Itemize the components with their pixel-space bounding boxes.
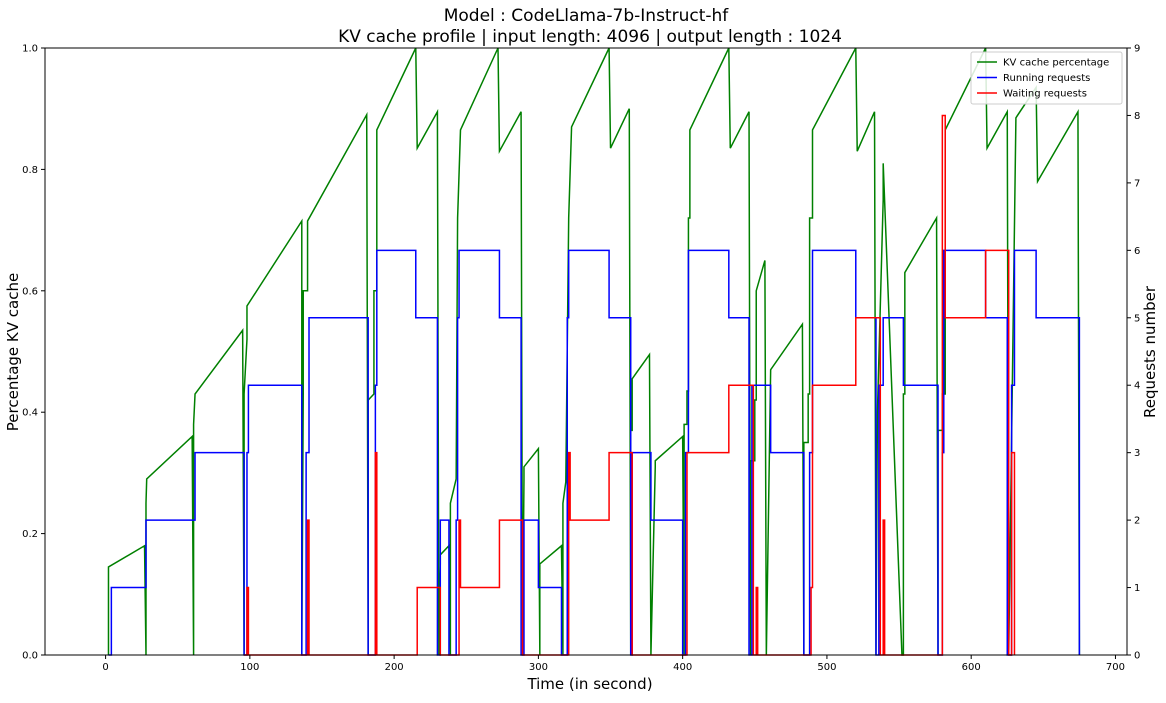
- y2-tick-label: 3: [1134, 448, 1140, 459]
- y-axis-ticks: 0.0 0.2 0.4 0.6 0.8 1.0: [22, 44, 45, 662]
- y-tick-label: 0.6: [22, 286, 38, 297]
- legend-label: Running requests: [1003, 73, 1090, 84]
- y-tick-label: 0.0: [22, 651, 38, 662]
- series-line-kv-cache-percentage: [107, 47, 1081, 656]
- y2-tick-label: 4: [1134, 381, 1140, 392]
- y-tick-label: 0.2: [22, 529, 38, 540]
- y2-tick-label: 7: [1134, 178, 1140, 189]
- series-layer: [107, 47, 1081, 656]
- x-tick-label: 700: [1106, 662, 1125, 673]
- legend-box: [970, 51, 1123, 105]
- y-tick-label: 0.8: [22, 165, 38, 176]
- y2-axis-ticks: 0 1 2 3 4 5 6 7 8 9: [1127, 44, 1140, 662]
- y2-tick-label: 0: [1134, 651, 1140, 662]
- y-tick-label: 0.4: [22, 408, 38, 419]
- y2-tick-label: 1: [1134, 583, 1140, 594]
- y-tick-label: 1.0: [22, 44, 38, 55]
- y2-tick-label: 6: [1134, 246, 1140, 257]
- legend: KV cache percentage Running requests Waiti…: [970, 51, 1123, 105]
- x-tick-label: 600: [962, 662, 981, 673]
- series-line-running-requests: [108, 249, 1081, 656]
- x-tick-label: 500: [817, 662, 836, 673]
- legend-label: KV cache percentage: [1003, 58, 1109, 69]
- chart-title: Model : CodeLlama-7b-Instruct-hf: [444, 6, 730, 26]
- legend-label: Waiting requests: [1003, 89, 1087, 100]
- y2-axis-label: Requests number: [1141, 285, 1159, 418]
- x-tick-label: 400: [673, 662, 692, 673]
- y2-tick-label: 9: [1134, 44, 1140, 55]
- x-tick-label: 200: [385, 662, 404, 673]
- plot-frame: [44, 47, 1128, 656]
- x-axis-ticks: 0 100 200 300 400 500 600 700: [102, 655, 1125, 673]
- y2-tick-label: 2: [1134, 516, 1140, 527]
- y2-tick-label: 5: [1134, 313, 1140, 324]
- x-tick-label: 300: [529, 662, 548, 673]
- y2-tick-label: 8: [1134, 111, 1140, 122]
- x-tick-label: 100: [240, 662, 259, 673]
- x-tick-label: 0: [102, 662, 108, 673]
- y-axis-label: Percentage KV cache: [4, 273, 22, 431]
- x-axis-label: Time (in second): [526, 675, 652, 693]
- chart-subtitle: KV cache profile | input length: 4096 | …: [338, 27, 842, 47]
